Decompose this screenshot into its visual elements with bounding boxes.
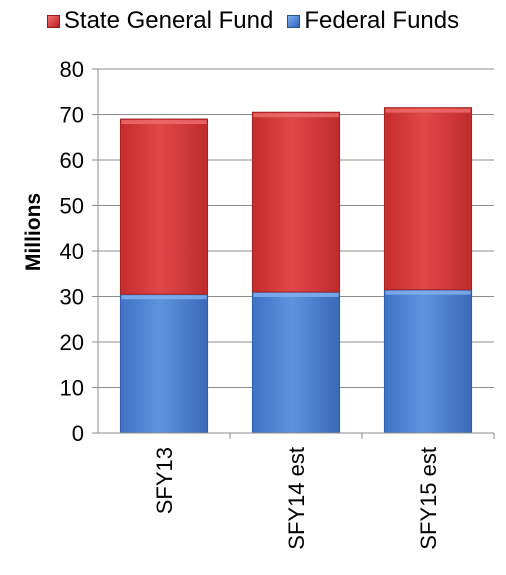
y-tick-label-20: 20 xyxy=(60,330,84,355)
x-tick-labels: SFY13 SFY14 est SFY15 est xyxy=(152,447,441,550)
bar-federal-funds-2 xyxy=(251,291,341,434)
bar-highlight-federal-funds-3 xyxy=(385,290,471,295)
x-tick-label-3: SFY15 est xyxy=(416,447,441,550)
bar-highlight-federal-funds-2 xyxy=(253,292,339,297)
bar-highlight-state-general-fund-1 xyxy=(121,120,207,125)
chart-legend: State General Fund Federal Funds xyxy=(0,4,506,38)
bars xyxy=(119,107,473,434)
bar-federal-funds-3 xyxy=(383,289,473,434)
legend-item-state-general-fund: State General Fund xyxy=(46,4,274,38)
x-tick-label-2: SFY14 est xyxy=(284,447,309,550)
y-tick-label-0: 0 xyxy=(72,421,84,446)
y-tick-label-60: 60 xyxy=(60,148,84,173)
bar-highlight-state-general-fund-3 xyxy=(385,108,471,113)
legend-swatch-state-general-fund xyxy=(46,14,60,28)
y-tick-labels: 0 10 20 30 40 50 60 70 80 xyxy=(60,57,84,446)
y-tick-label-70: 70 xyxy=(60,103,84,128)
bar-state-general-fund-2 xyxy=(251,111,341,293)
legend-item-federal-funds: Federal Funds xyxy=(287,4,459,38)
y-tick-label-30: 30 xyxy=(60,285,84,310)
legend-label-federal-funds: Federal Funds xyxy=(304,7,460,34)
bar-state-general-fund-1 xyxy=(119,118,209,295)
y-axis-label: Millions xyxy=(22,193,45,271)
bar-state-general-fund-3 xyxy=(383,107,473,291)
y-tick-label-40: 40 xyxy=(60,239,84,264)
legend-swatch-federal-funds xyxy=(287,14,301,28)
bar-highlight-state-general-fund-2 xyxy=(253,113,339,118)
legend-label-state-general-fund: State General Fund xyxy=(63,7,274,34)
bar-federal-funds-1 xyxy=(119,293,209,434)
y-tick-label-80: 80 xyxy=(60,57,84,82)
bar-highlight-federal-funds-1 xyxy=(121,295,207,300)
y-tick-label-50: 50 xyxy=(60,194,84,219)
x-tick-label-1: SFY13 xyxy=(152,447,177,514)
y-tick-label-10: 10 xyxy=(60,376,84,401)
axes xyxy=(92,68,495,439)
